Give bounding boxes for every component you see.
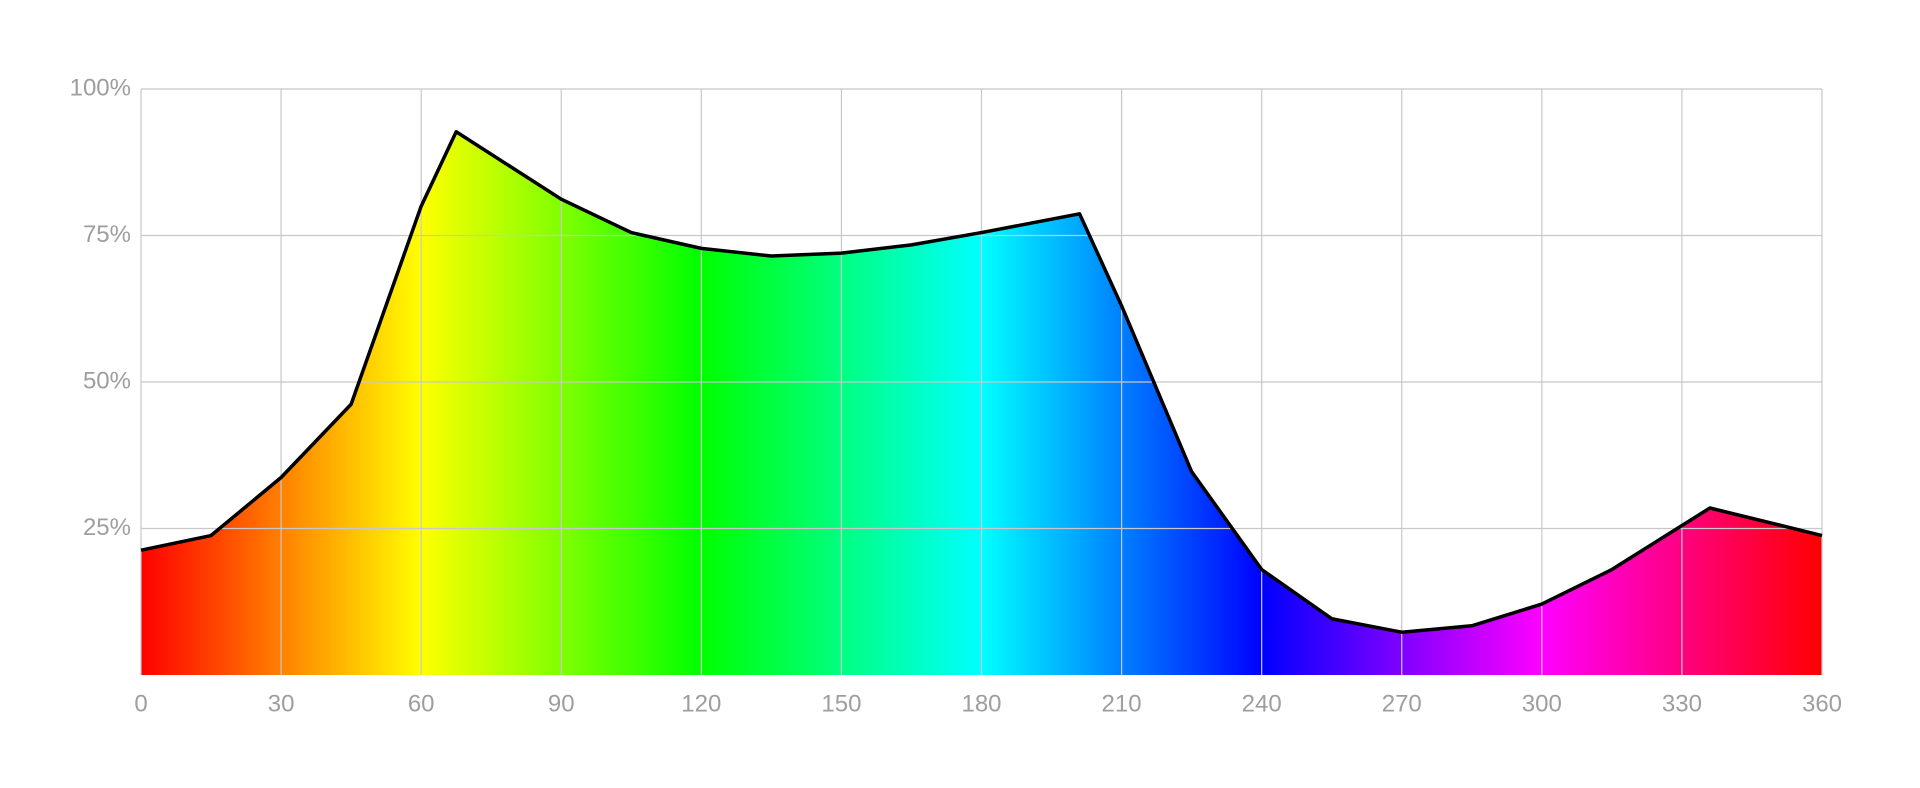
y-tick-label: 75% <box>83 221 131 248</box>
x-tick-label: 60 <box>408 690 435 717</box>
y-tick-label: 50% <box>83 367 131 394</box>
x-tick-label: 120 <box>681 690 721 717</box>
line <box>140 130 1823 634</box>
x-tick-label: 180 <box>961 690 1001 717</box>
x-tick-label: 270 <box>1382 690 1422 717</box>
x-tick-label: 150 <box>821 690 861 717</box>
x-tick-label: 30 <box>268 690 295 717</box>
y-tick-label: 25% <box>83 514 131 541</box>
x-tick-label: 330 <box>1662 690 1702 717</box>
x-tick-label: 360 <box>1802 690 1842 717</box>
x-tick-label: 300 <box>1522 690 1562 717</box>
y-tick-label: 100% <box>70 74 131 101</box>
x-tick-label: 240 <box>1242 690 1282 717</box>
x-tick-label: 0 <box>134 690 147 717</box>
x-tick-label: 210 <box>1102 690 1142 717</box>
x-tick-label: 90 <box>548 690 575 717</box>
